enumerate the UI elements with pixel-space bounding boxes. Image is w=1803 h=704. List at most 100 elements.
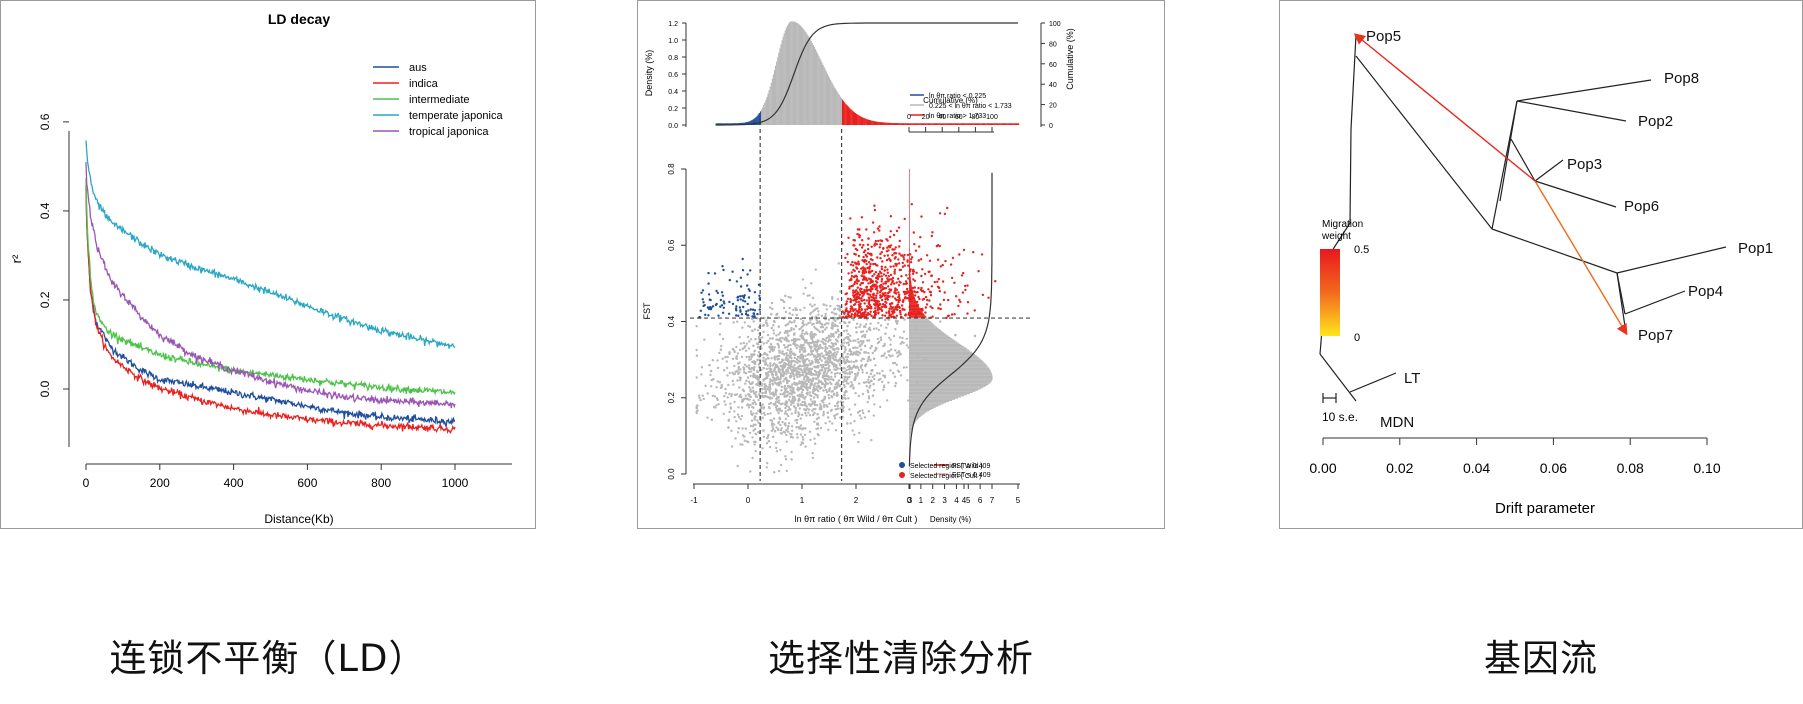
top-hist-bar	[762, 107, 764, 125]
scatter-point-cult	[891, 254, 894, 257]
scatter-point	[792, 401, 795, 405]
top-hist-bar	[779, 48, 781, 125]
scatter-point-cult	[909, 298, 912, 301]
top-hist-bar	[748, 121, 750, 125]
scatter-point-cult	[872, 294, 875, 297]
top-hist-bar	[805, 32, 807, 125]
right-hist-bar	[909, 252, 910, 254]
scatter-point	[799, 308, 802, 312]
top-hist-bar	[750, 120, 752, 125]
scatter-point	[712, 378, 715, 381]
scatter-point-cult	[928, 290, 932, 293]
scatter-point	[796, 433, 799, 436]
top-hist-bar	[917, 123, 919, 125]
right-hist-bar	[909, 427, 913, 429]
scatter-point	[862, 340, 865, 344]
scatter-point	[914, 327, 917, 330]
scatter-point	[867, 391, 870, 394]
scatter-point	[805, 323, 808, 326]
right-hist-bar	[909, 473, 910, 475]
scatter-point	[799, 385, 803, 388]
scatter-point	[850, 360, 853, 363]
right-hist-bar	[909, 356, 978, 358]
right-hist-bar	[909, 394, 967, 396]
scatter-point	[745, 342, 748, 345]
scatter-point-cult	[921, 289, 925, 293]
scatter-point	[823, 395, 827, 399]
scatter-point-cult	[860, 267, 863, 270]
right-hist-bar	[909, 334, 948, 336]
top-hist-bar	[894, 123, 897, 125]
top-hist-bar	[831, 82, 833, 125]
right-hist-bar	[909, 425, 914, 427]
scatter-point	[777, 325, 780, 328]
scatter-point	[811, 409, 814, 412]
scatter-point-cult	[846, 253, 849, 256]
scatter-point	[850, 371, 854, 374]
scatter-point-cult	[860, 246, 864, 249]
scatter-point	[833, 375, 837, 378]
scatter-point	[775, 404, 779, 408]
scatter-point	[844, 389, 848, 393]
scatter-point	[814, 377, 817, 380]
scatter-point	[771, 392, 774, 395]
scatter-point	[872, 357, 876, 360]
scatter-point-cult	[938, 244, 941, 248]
top-hist-bar	[813, 47, 816, 125]
migration-edges	[1353, 33, 1628, 336]
scatter-point	[803, 408, 806, 411]
scatter-point	[744, 349, 748, 352]
scatter-point	[801, 359, 804, 362]
x-tick-label: 200	[150, 476, 170, 490]
scatter-point-cult	[972, 251, 975, 254]
right-hist-bar	[909, 428, 912, 430]
scatter-point	[739, 379, 742, 382]
scatter-point-cult	[854, 293, 857, 297]
scatter-point	[836, 347, 839, 350]
scatter-point	[785, 413, 789, 416]
scatter-point	[809, 398, 813, 401]
scatter-point	[905, 366, 908, 369]
right-hist-bar	[909, 169, 910, 172]
scatter-point	[753, 349, 756, 352]
right-hist-bar	[909, 208, 910, 210]
right-hist-bar	[909, 418, 919, 420]
scatter-point	[767, 406, 771, 409]
scatter-point	[765, 395, 768, 398]
scatter-point	[817, 313, 820, 316]
scatter-point	[837, 262, 840, 265]
scatter-point	[727, 383, 730, 387]
top-hist-bar	[744, 122, 746, 125]
scatter-point	[774, 401, 777, 404]
scatter-point	[796, 394, 799, 397]
scatter-point	[875, 347, 878, 350]
scatter-point-cult	[878, 284, 882, 288]
scatter-point	[737, 427, 740, 430]
right-hist-bar	[909, 261, 910, 263]
scatter-point	[783, 371, 786, 374]
top-hist-bar	[927, 123, 929, 125]
scatter-point-wild	[734, 307, 738, 310]
scatter-point-cult	[921, 281, 925, 284]
scatter-point	[726, 355, 729, 359]
right-hist-bar	[909, 213, 910, 215]
right-hist-bar	[909, 224, 910, 226]
scatter-point-cult	[959, 300, 962, 304]
top-hist-bar	[743, 122, 745, 125]
scatter-point-cult	[880, 280, 883, 283]
top-hist-bar	[1004, 123, 1006, 125]
right-hist-bar	[909, 268, 911, 270]
scatter-point	[739, 376, 742, 380]
top-hist-bar	[987, 123, 989, 125]
scatter-point	[827, 375, 830, 378]
scatter-point-cult	[912, 307, 916, 310]
scatter-point-cult	[916, 300, 919, 304]
x-tick-label-top: 0	[907, 114, 911, 121]
gene-flow-panel: Pop5 Pop8 Pop2 Pop3 Pop6 Pop1 Pop4 Pop7 …	[1279, 0, 1803, 529]
scatter-point	[777, 354, 781, 358]
scatter-point	[884, 318, 887, 322]
scatter-point	[709, 369, 713, 373]
scatter-point	[725, 360, 728, 363]
scatter-point	[725, 366, 729, 370]
scatter-point	[772, 435, 775, 438]
